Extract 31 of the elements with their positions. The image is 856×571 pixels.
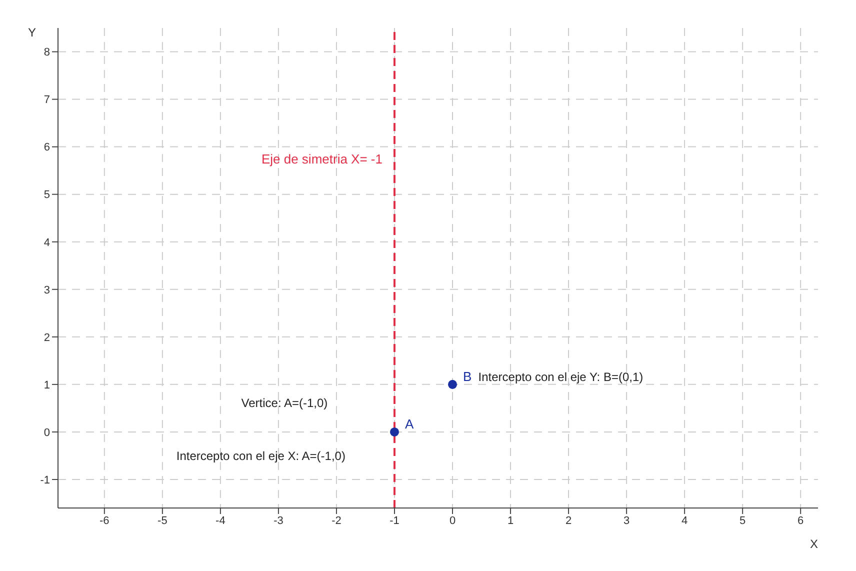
y-axis-title: Y: [28, 26, 36, 40]
y-tick-label: 4: [44, 236, 50, 249]
y-tick-label: 1: [44, 379, 50, 392]
y-tick-label: 2: [44, 332, 50, 344]
data-label: B: [463, 369, 472, 384]
y-tick-label: 3: [44, 284, 50, 296]
x-tick-label: -4: [216, 514, 226, 527]
annotation: Intercepto con el eje Y: B=(0,1): [478, 370, 644, 384]
x-tick-label: -5: [158, 514, 168, 527]
x-tick-label: 2: [565, 514, 572, 527]
y-tick-label: 7: [44, 94, 50, 106]
x-tick-label: -2: [332, 514, 342, 527]
y-tick-label: -1: [40, 474, 50, 486]
x-tick-label: 0: [449, 514, 456, 527]
annotation: Vertice: A=(-1,0): [241, 396, 328, 410]
x-tick-label: 1: [507, 514, 514, 527]
data-label: A: [405, 416, 414, 432]
x-tick-label: 6: [798, 514, 804, 527]
x-tick-label: -3: [274, 514, 284, 527]
x-tick-label: 5: [740, 514, 746, 527]
x-tick-label: 3: [623, 514, 630, 527]
y-tick-label: 6: [44, 142, 50, 154]
x-tick-label: 4: [682, 514, 688, 527]
y-tick-label: 5: [44, 189, 50, 202]
x-tick-label: -6: [100, 514, 110, 527]
ref-line-label: Eje de simetria X= -1: [261, 151, 382, 166]
y-tick-label: 8: [44, 46, 50, 59]
annotation: Intercepto con el eje X: A=(-1,0): [176, 449, 346, 463]
x-axis-title: X: [810, 537, 818, 551]
y-tick-label: 0: [44, 426, 50, 439]
x-tick-label: -1: [390, 514, 400, 527]
